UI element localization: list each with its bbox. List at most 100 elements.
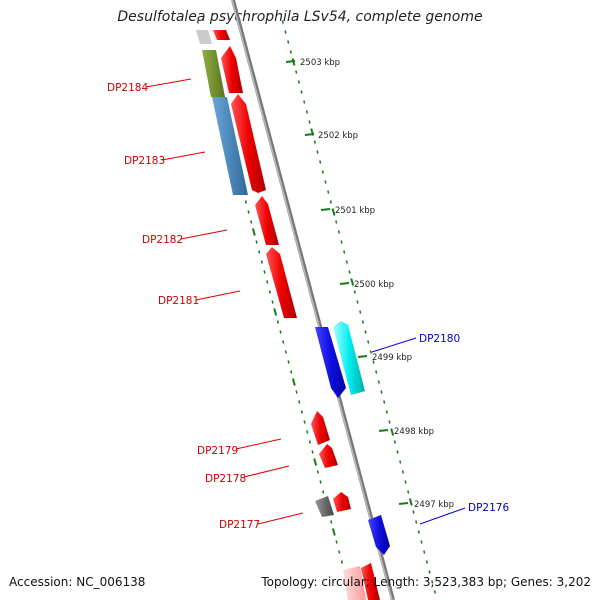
scale-tick [287,360,290,364]
scale-tick [263,270,266,274]
gene-features [196,30,390,600]
scale-tick [356,300,359,304]
scale-tick [353,290,356,294]
gene-label-dp2184[interactable]: DP2184 [107,82,148,94]
scale-tick [290,370,293,374]
gene-feature-red-2[interactable] [231,94,266,193]
scale-tick [316,150,319,154]
scale-tick [348,270,351,274]
scale-tick [408,498,413,506]
scale-tick [380,390,383,394]
gene-label-dp2182[interactable]: DP2182 [142,234,183,246]
scale-major-tick [378,429,389,432]
scale-tick [393,440,396,444]
scale-label-2499: 2499 kbp [372,353,412,363]
gene-labels: DP2184 DP2183 DP2182 DP2181 DP2180 DP217… [107,82,509,531]
scale-tick [289,50,292,54]
scale-tick [431,580,434,584]
scale-tick [268,290,271,294]
scale-tick [377,380,380,384]
leader-dp2182 [180,229,228,240]
scale-label-2497: 2497 kbp [414,500,454,510]
scale-tick [350,278,355,286]
leader-dp2183 [161,151,206,161]
scale-tick [331,208,336,216]
scale-tick [383,400,386,404]
gene-feature-dp2184[interactable] [202,50,225,97]
gene-feature-dp2177[interactable] [315,496,334,517]
scale-tick [337,230,340,234]
scale-tick [298,400,301,404]
leader-dp2176 [419,507,466,525]
scale-tick [319,480,322,484]
scale-label-2503: 2503 kbp [300,58,340,68]
scale-tick [266,280,269,284]
scale-tick [375,370,378,374]
scale-tick [433,590,436,594]
gene-feature-bottom-red[interactable] [361,563,380,600]
accession-text: Accession: NC_006138 [9,575,146,589]
scale-tick [343,250,346,254]
gene-label-dp2176[interactable]: DP2176 [468,502,509,514]
scale-label-2501: 2501 kbp [335,206,375,216]
scale-tick [313,140,316,144]
gene-feature-dp2181[interactable] [266,247,297,318]
scale-label-2498: 2498 kbp [394,427,434,437]
gene-label-dp2179[interactable]: DP2179 [197,445,238,457]
scale-major-tick [320,208,331,211]
gene-feature-top-grey[interactable] [196,30,212,44]
scale-tick [255,240,258,244]
scale-tick [303,420,306,424]
scale-tick [335,220,338,224]
scale-tick [399,460,402,464]
scale-tick [291,378,296,386]
scale-tick [251,228,256,236]
scale-major-tick [285,60,296,63]
gene-feature-red-3[interactable] [333,492,351,512]
gene-label-dp2177[interactable]: DP2177 [219,519,260,531]
scale-tick [345,260,348,264]
scale-tick [340,240,343,244]
scale-tick [308,120,311,124]
gene-feature-dp2179[interactable] [311,411,330,445]
genome-title: Desulfotalea psychrophila LSv54, complet… [117,9,483,25]
gene-label-dp2183[interactable]: DP2183 [124,155,165,167]
gene-feature-blue-1[interactable] [315,327,346,398]
scale-tick [388,420,391,424]
scale-label-2500: 2500 kbp [354,280,394,290]
scale-tick [273,308,278,316]
gene-feature-top-red[interactable] [213,30,230,40]
label-leaders [145,78,466,525]
gene-label-dp2181[interactable]: DP2181 [158,295,199,307]
scale-tick [260,260,263,264]
gene-feature-dp2178[interactable] [319,444,338,468]
gene-feature-dp2183[interactable] [212,97,248,195]
leader-dp2179 [235,438,282,450]
gene-label-dp2180[interactable]: DP2180 [419,333,460,345]
scale-tick [322,490,325,494]
scale-major-tick [339,282,350,285]
scale-tick [361,320,364,324]
scale-tick [340,560,343,564]
scale-tick [329,200,332,204]
scale-tick [369,350,372,354]
scale-tick [282,340,285,344]
gene-label-dp2178[interactable]: DP2178 [205,473,246,485]
scale-tick [367,340,370,344]
scale-tick [300,90,303,94]
leader-dp2177 [257,512,304,525]
scale-tick [407,490,410,494]
scale-tick [404,480,407,484]
gene-feature-dp2182[interactable] [255,196,279,245]
scale-tick [305,110,308,114]
scale-tick [276,320,279,324]
gene-feature-dp2180[interactable] [333,321,365,395]
scale-tick [330,520,333,524]
gene-feature-bottom-pale[interactable] [343,566,366,600]
scale-tick [281,20,284,24]
scale-tick [324,180,327,184]
gene-feature-dp2176[interactable] [368,515,390,555]
gene-feature-red-1[interactable] [221,46,243,93]
scale-tick [308,440,311,444]
